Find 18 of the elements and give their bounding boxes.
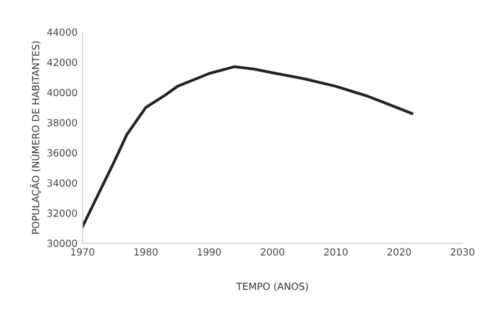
x-tick-label: 1970 <box>71 248 94 256</box>
line-series <box>82 65 414 228</box>
x-tick-label: 2020 <box>388 248 411 256</box>
x-tick-label: 2010 <box>324 248 348 256</box>
y-tick-label: 36000 <box>47 149 77 157</box>
y-tick-label: 32000 <box>47 210 77 217</box>
y-tick-label: 42000 <box>47 58 77 66</box>
y-tick-label: 40000 <box>47 88 77 96</box>
y-tick-label: 34000 <box>47 179 77 187</box>
y-tick-label: 38000 <box>47 118 77 126</box>
x-tick-label: 1980 <box>134 248 158 256</box>
y-tick-label: 30000 <box>47 240 77 248</box>
x-tick-label: 2000 <box>260 248 284 256</box>
y-axis-title: POPULAÇÃO (NÚMERO DE HABITANTES) <box>30 41 42 234</box>
x-tick-label: 2030 <box>450 248 474 256</box>
x-tick-label: 1990 <box>198 248 221 256</box>
x-axis-title: TEMPO (ANOS) <box>236 282 308 292</box>
y-tick-label: 44000 <box>47 28 77 36</box>
